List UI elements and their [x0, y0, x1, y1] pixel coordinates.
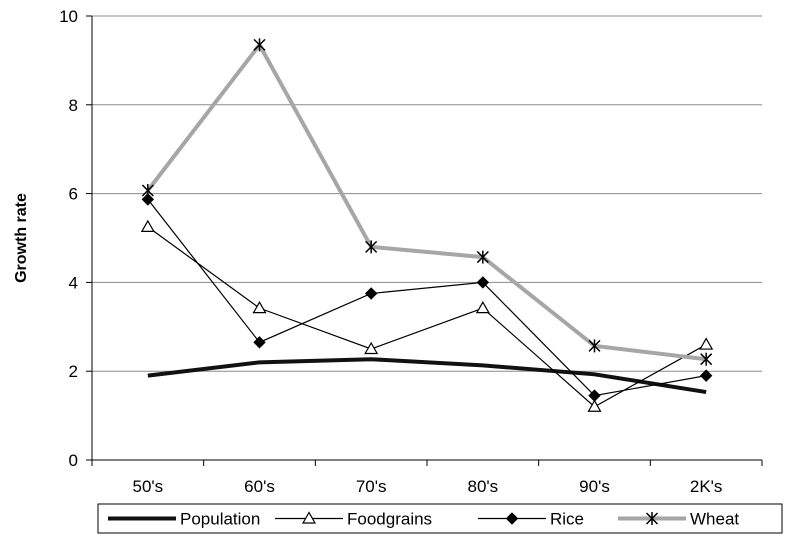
data-point-triangle — [364, 341, 379, 355]
axes: 0 2 4 6 8 10 50's 60's 70's 80's 90's 2K's — [59, 7, 763, 496]
data-point-diamond — [588, 389, 601, 402]
series-lines — [140, 38, 714, 412]
legend-entry-population: Population — [108, 510, 260, 529]
series-line — [147, 226, 707, 408]
y-tick-label: 6 — [69, 185, 78, 204]
data-point-diamond — [364, 287, 378, 300]
y-tick-label: 4 — [69, 273, 78, 292]
data-point-star — [476, 250, 489, 264]
data-point-triangle — [301, 511, 317, 524]
legend-label: Foodgrains — [347, 510, 432, 529]
series-population — [147, 357, 707, 395]
y-tick-label: 10 — [59, 7, 78, 26]
data-point-star — [253, 38, 266, 52]
x-tick-label: 80's — [468, 477, 499, 496]
y-tick-label: 2 — [69, 362, 78, 381]
data-point-triangle — [140, 219, 155, 232]
data-point-diamond — [141, 193, 155, 206]
data-point-diamond — [253, 336, 266, 349]
data-point-triangle — [699, 337, 714, 350]
x-tick-label: 50's — [133, 477, 164, 496]
data-point-triangle — [252, 300, 267, 314]
series-line — [146, 41, 707, 362]
legend-entry-foodgrains: Foodgrains — [275, 510, 432, 529]
legend-entry-wheat: Wheat — [618, 510, 739, 529]
data-point-star — [700, 352, 713, 366]
legend: Population Foodgrains Rice Wheat — [97, 503, 783, 534]
data-point-star — [645, 512, 659, 525]
series-foodgrains — [140, 219, 714, 412]
x-tick-label: 90's — [579, 477, 610, 496]
data-point-triangle — [475, 300, 490, 314]
x-tick-label: 60's — [244, 477, 275, 496]
gridlines — [92, 15, 762, 372]
series-wheat — [141, 38, 713, 366]
y-tick-label: 0 — [69, 451, 78, 470]
x-tick-label: 70's — [356, 477, 387, 496]
legend-label: Population — [180, 510, 260, 529]
data-point-star — [365, 240, 378, 254]
data-point-star — [141, 183, 154, 197]
data-point-star — [588, 339, 601, 353]
y-axis-label: Growth rate — [13, 193, 30, 283]
legend-entry-rice: Rice — [478, 510, 584, 529]
data-point-diamond — [476, 276, 490, 289]
data-point-diamond — [699, 369, 713, 382]
data-point-triangle — [587, 399, 602, 412]
legend-label: Wheat — [690, 510, 739, 529]
y-tick-label: 8 — [69, 96, 78, 115]
data-point-diamond — [505, 512, 519, 525]
series-line — [147, 357, 707, 395]
x-tick-label: 2K's — [690, 477, 723, 496]
series-line — [147, 199, 707, 397]
series-rice — [141, 193, 713, 402]
legend-label: Rice — [550, 510, 584, 529]
